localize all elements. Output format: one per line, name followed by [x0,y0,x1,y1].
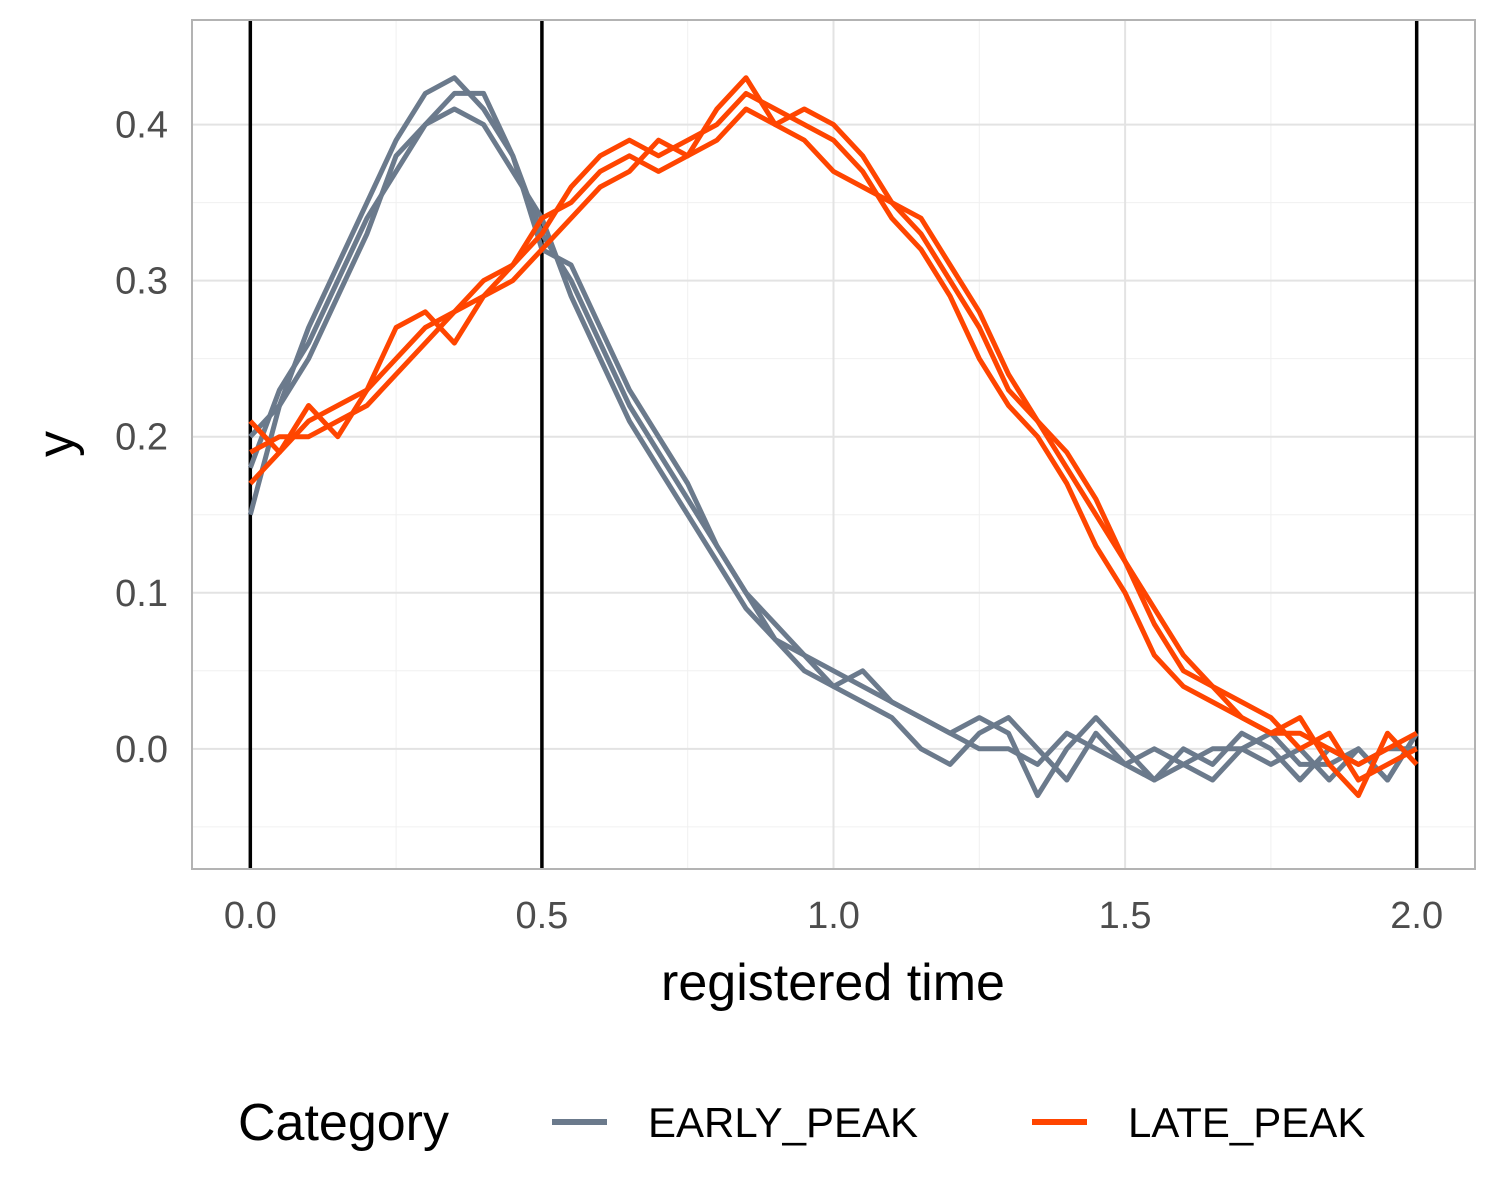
series-line-early-peak-3 [248,90,1419,799]
y-tick-label: 0.0 [115,729,168,771]
x-axis-title: registered time [661,954,1005,1012]
y-tick-label: 0.4 [115,105,168,147]
series-line-late-peak-5 [249,106,1418,783]
vertical-reference-lines [248,20,1419,869]
x-tick-labels: 0.0 0.5 1.0 1.5 2.0 [224,895,1443,937]
x-tick-label: 0.0 [224,895,277,937]
series-line-late-peak-6 [248,75,1419,799]
y-tick-label: 0.3 [115,261,168,303]
x-tick-label: 2.0 [1390,895,1443,937]
x-tick-label: 0.5 [515,895,568,937]
y-axis-title: y [27,431,85,457]
legend-title: Category [238,1094,449,1152]
legend-label-early-peak: EARLY_PEAK [648,1099,918,1146]
series-line-early-peak-1 [247,75,1419,783]
y-tick-labels: 0.0 0.1 0.2 0.3 0.4 [115,105,168,771]
x-tick-label: 1.5 [1099,895,1152,937]
series-lines [247,75,1419,799]
y-tick-label: 0.1 [115,573,168,615]
x-tick-label: 1.0 [807,895,860,937]
legend: Category EARLY_PEAK LATE_PEAK [238,1094,1365,1152]
legend-label-late-peak: LATE_PEAK [1128,1099,1365,1146]
plot-border [191,19,1476,870]
y-tick-label: 0.2 [115,417,168,459]
series-line-late-peak-4 [248,90,1418,767]
